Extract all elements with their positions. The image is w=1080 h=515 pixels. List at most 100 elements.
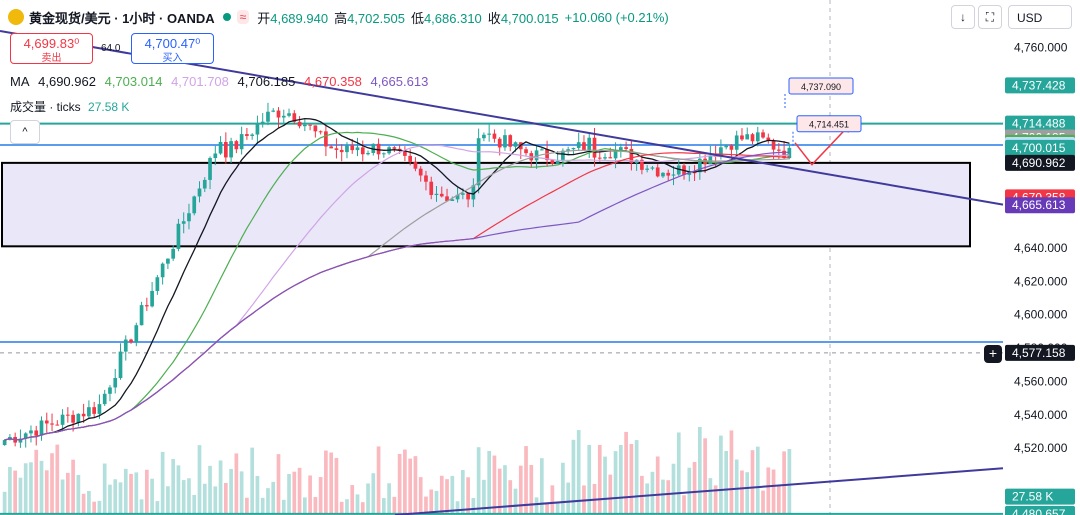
candle-body xyxy=(455,194,460,200)
price-tag-0 xyxy=(1005,77,1075,94)
candle-body xyxy=(29,430,33,434)
candle-body xyxy=(492,133,497,139)
candle-body xyxy=(229,141,233,158)
expand-icon: ⛶ xyxy=(985,10,995,24)
candle-body xyxy=(445,196,449,202)
volume-bar xyxy=(755,446,760,513)
volume-bar xyxy=(724,450,729,513)
volume-bar xyxy=(339,501,344,513)
candle-body xyxy=(192,196,197,214)
candle-body xyxy=(403,150,407,156)
candle-body xyxy=(687,172,692,175)
volume-bar xyxy=(534,497,539,513)
volume-bar xyxy=(113,479,118,513)
candle-body xyxy=(782,150,786,159)
candle-body xyxy=(81,413,86,417)
volume-bar xyxy=(308,475,312,513)
volume-bar xyxy=(561,462,565,513)
volume-bar xyxy=(587,444,592,513)
volume-legend[interactable]: 成交量 · ticks 27.58 K xyxy=(10,98,129,115)
volume-bar xyxy=(345,499,349,513)
y-tick-label: 4,600.000 xyxy=(1014,308,1068,322)
candle-body xyxy=(618,147,623,151)
price-tag-9 xyxy=(1005,344,1075,361)
volume-bar xyxy=(482,479,486,513)
volume-bar xyxy=(734,459,739,513)
candle-body xyxy=(350,145,355,151)
candle-body xyxy=(771,140,776,150)
buy-button[interactable]: 4,700.47⁰ 买入 xyxy=(131,33,214,64)
volume-bar xyxy=(324,450,328,513)
y-tick-label: 4,760.000 xyxy=(1014,41,1068,55)
volume-bar xyxy=(223,482,228,513)
volume-bar xyxy=(166,486,170,513)
candle-body xyxy=(592,137,597,158)
candle-body xyxy=(297,121,302,127)
volume-bar xyxy=(329,452,334,513)
volume-bar xyxy=(34,449,39,513)
volume-bar xyxy=(266,488,270,513)
volume-bar xyxy=(392,496,397,513)
candle-body xyxy=(424,175,428,182)
sell-button[interactable]: 4,699.83⁰ 卖出 xyxy=(10,33,93,64)
candle-body xyxy=(466,193,470,200)
sell-label: 卖出 xyxy=(41,53,62,64)
volume-bar xyxy=(508,480,513,513)
volume-bar xyxy=(603,456,607,513)
candle-body xyxy=(524,149,528,154)
candle-body xyxy=(608,157,613,159)
volume-bar xyxy=(471,497,476,513)
candle-body xyxy=(761,132,765,138)
currency-select[interactable]: USD xyxy=(1008,5,1072,29)
candle-body xyxy=(313,125,318,132)
download-button[interactable]: ↓ xyxy=(951,5,975,29)
add-alert-button[interactable]: + xyxy=(984,345,1002,363)
collapse-legend-button[interactable]: ^ xyxy=(10,120,40,144)
volume-bar xyxy=(776,485,781,513)
candle-body xyxy=(329,146,334,149)
candle-body xyxy=(87,407,91,417)
price-tag-label-0: 4,737.428 xyxy=(1012,78,1066,92)
ma-value-4: 4,706.185 xyxy=(237,74,296,89)
candle-body xyxy=(50,423,54,425)
candle-body xyxy=(666,172,671,176)
volume-bar xyxy=(439,475,444,513)
volume-bar xyxy=(302,497,307,513)
ma-legend[interactable]: MA 4,690.962 4,703.014 4,701.708 4,706.1… xyxy=(10,74,433,89)
volume-bar xyxy=(692,461,697,513)
ma-value-5: 4,670.358 xyxy=(304,74,362,89)
annotation-label-0: 4,737.090 xyxy=(801,82,841,92)
volume-bar xyxy=(555,501,560,513)
y-tick-label: 4,620.000 xyxy=(1014,274,1068,288)
symbol-title[interactable]: 黄金现货/美元 · 1小时 · OANDA xyxy=(29,10,215,26)
volume-bar xyxy=(740,470,744,513)
candle-body xyxy=(155,277,160,291)
volume-bar xyxy=(550,485,555,513)
volume-bar xyxy=(571,439,576,513)
candle-body xyxy=(645,168,650,170)
candle-body xyxy=(487,133,492,135)
volume-bar xyxy=(403,449,407,513)
volume-bar xyxy=(129,473,133,513)
fullscreen-button[interactable]: ⛶ xyxy=(978,5,1002,29)
price-tag-label-10: 27.58 K xyxy=(1012,490,1053,504)
candle-body xyxy=(624,147,628,149)
candle-body xyxy=(603,157,607,159)
candle-body xyxy=(287,113,291,116)
candle-body xyxy=(123,339,128,352)
volume-bar xyxy=(761,490,765,513)
candle-body xyxy=(497,138,502,148)
candle-body xyxy=(539,149,544,151)
candle-body xyxy=(418,168,423,176)
candle-body xyxy=(55,424,60,426)
volume-bar xyxy=(13,470,18,513)
volume-bar xyxy=(713,485,718,513)
volume-bar xyxy=(782,451,786,513)
wave-icon[interactable]: ≈ xyxy=(236,10,250,24)
candle-body xyxy=(197,188,202,197)
candle-body xyxy=(655,167,660,177)
candle-body xyxy=(413,161,418,169)
candle-body xyxy=(171,248,176,259)
volume-bar xyxy=(445,479,449,513)
